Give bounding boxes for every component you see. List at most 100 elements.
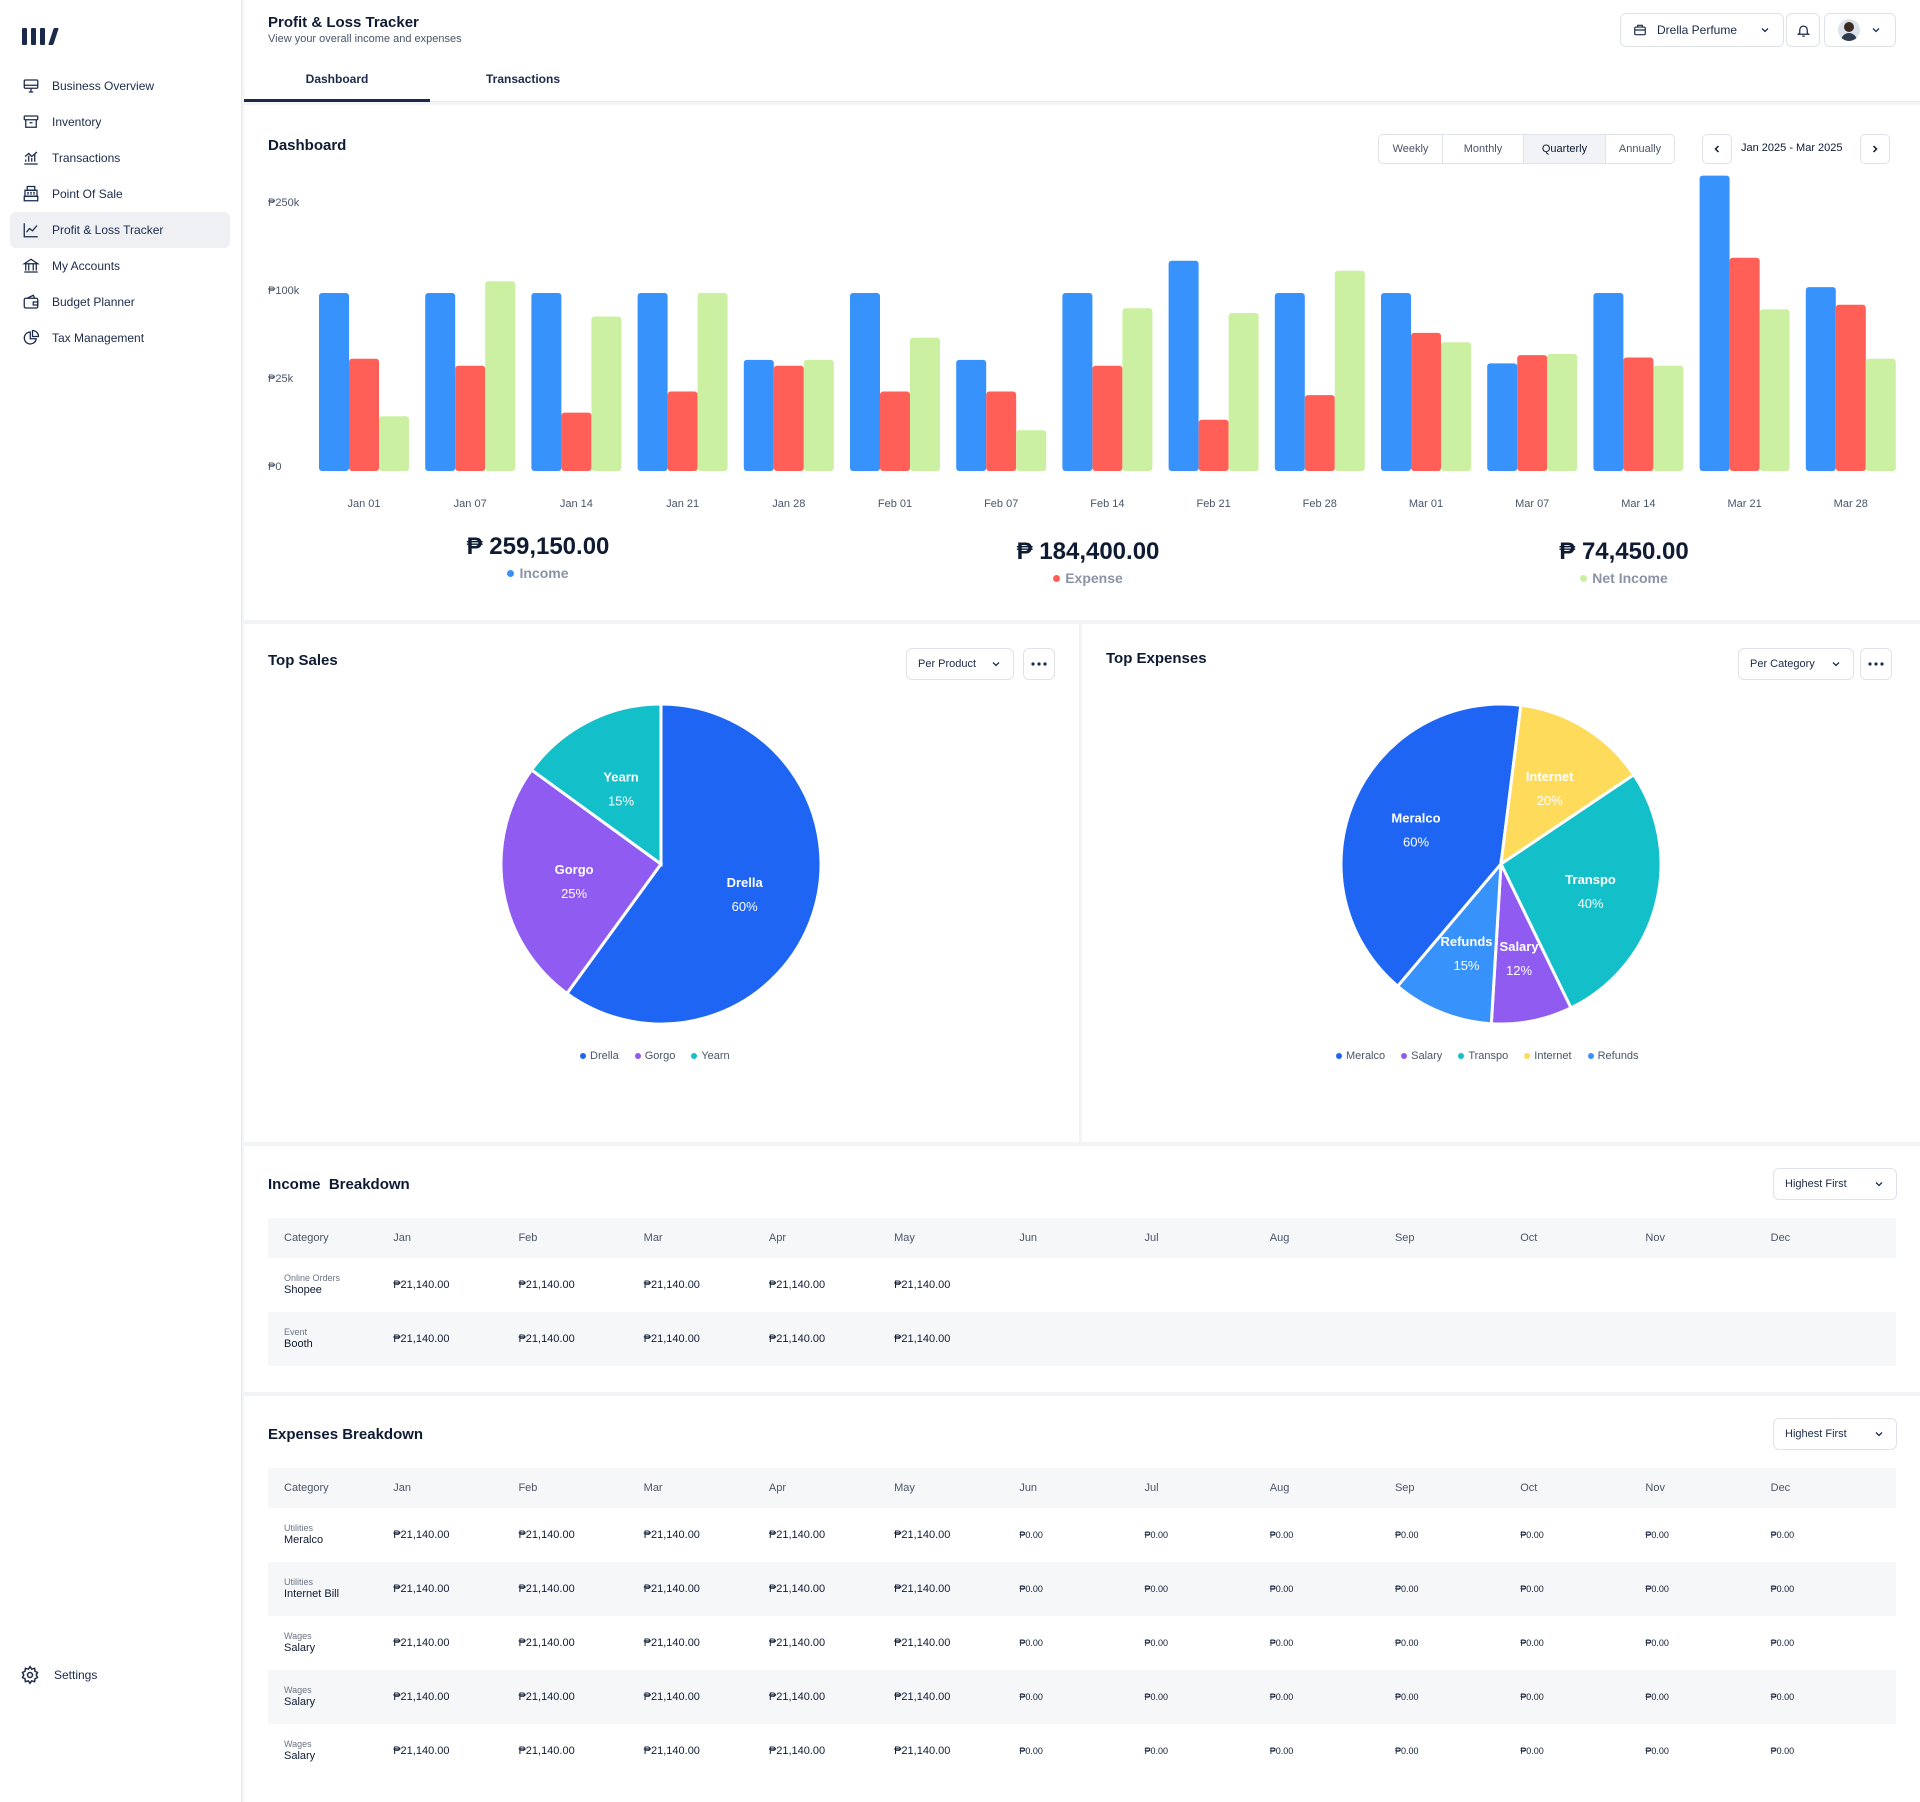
- bar-income[interactable]: [637, 293, 668, 471]
- sidebar-item-point-of-sale[interactable]: Point Of Sale: [10, 176, 230, 212]
- per-category-dropdown[interactable]: Per Category: [1738, 648, 1854, 680]
- sidebar-item-profit-loss-tracker[interactable]: Profit & Loss Tracker: [10, 212, 230, 248]
- bar-income[interactable]: [1805, 287, 1836, 471]
- column-header[interactable]: Aug: [1269, 1468, 1395, 1508]
- bar-net-income[interactable]: [1122, 308, 1153, 471]
- column-header[interactable]: Mar: [643, 1218, 769, 1258]
- bar-expense[interactable]: [1517, 355, 1548, 471]
- column-header[interactable]: Nov: [1645, 1218, 1771, 1258]
- bar-income[interactable]: [425, 293, 456, 471]
- table-row[interactable]: Utilities Internet Bill ₱21,140.00 ₱21,140.…: [268, 1562, 1896, 1616]
- bar-net-income[interactable]: [1228, 312, 1259, 471]
- column-header[interactable]: Mar: [643, 1468, 769, 1508]
- bar-expense[interactable]: [1411, 332, 1441, 471]
- column-header[interactable]: Jan: [393, 1218, 519, 1258]
- bar-income[interactable]: [1487, 363, 1518, 471]
- bar-income[interactable]: [1274, 293, 1305, 471]
- bar-income[interactable]: [1699, 175, 1730, 471]
- column-header[interactable]: Category: [268, 1468, 394, 1508]
- column-header[interactable]: Category: [268, 1218, 394, 1258]
- column-header[interactable]: Oct: [1520, 1468, 1646, 1508]
- bar-income[interactable]: [1062, 293, 1093, 471]
- table-row[interactable]: Utilities Meralco ₱21,140.00 ₱21,140.00 ₱21,…: [268, 1508, 1896, 1562]
- column-header[interactable]: Aug: [1269, 1218, 1395, 1258]
- table-row[interactable]: Wages Salary ₱21,140.00 ₱21,140.00 ₱21,140.0…: [268, 1616, 1896, 1670]
- range-next-button[interactable]: [1860, 134, 1890, 164]
- column-header[interactable]: Feb: [518, 1218, 644, 1258]
- column-header[interactable]: Jun: [1019, 1468, 1145, 1508]
- pie-slice-meralco[interactable]: [1339, 702, 1523, 989]
- bar-income[interactable]: [1381, 293, 1411, 471]
- bar-net-income[interactable]: [910, 337, 940, 471]
- table-row[interactable]: Online Orders Shopee ₱21,140.00 ₱21,140.00 ₱…: [268, 1258, 1896, 1312]
- sidebar-item-inventory[interactable]: Inventory: [10, 104, 230, 140]
- top-sales-more-button[interactable]: [1023, 648, 1055, 680]
- column-header[interactable]: Apr: [768, 1218, 895, 1258]
- column-header[interactable]: Nov: [1645, 1468, 1771, 1508]
- pie-slice-drella[interactable]: [564, 702, 823, 1026]
- bar-expense[interactable]: [349, 358, 379, 471]
- bar-expense[interactable]: [1623, 357, 1654, 471]
- bar-net-income[interactable]: [1865, 358, 1896, 471]
- pie-slice-internet[interactable]: [1499, 703, 1636, 868]
- column-header[interactable]: May: [894, 1468, 1020, 1508]
- bar-income[interactable]: [850, 293, 880, 471]
- bar-expense[interactable]: [455, 365, 486, 471]
- user-menu-button[interactable]: [1824, 13, 1896, 47]
- bar-expense[interactable]: [773, 365, 804, 471]
- column-header[interactable]: Feb: [518, 1468, 644, 1508]
- column-header[interactable]: Jun: [1019, 1218, 1145, 1258]
- bar-expense[interactable]: [1092, 365, 1123, 471]
- tab-transactions[interactable]: Transactions: [485, 72, 561, 86]
- bar-income[interactable]: [1593, 293, 1624, 471]
- income-sort-dropdown[interactable]: Highest First: [1773, 1168, 1897, 1200]
- bar-expense[interactable]: [880, 391, 910, 471]
- sidebar-item-transactions[interactable]: Transactions: [10, 140, 230, 176]
- table-row[interactable]: Wages Salary ₱21,140.00 ₱21,140.00 ₱21,140.0…: [268, 1670, 1896, 1724]
- bar-net-income[interactable]: [485, 281, 516, 471]
- tab-dashboard[interactable]: Dashboard: [244, 66, 430, 102]
- bar-expense[interactable]: [986, 391, 1017, 471]
- sidebar-item-my-accounts[interactable]: My Accounts: [10, 248, 230, 284]
- bar-income[interactable]: [956, 359, 987, 471]
- column-header[interactable]: Apr: [768, 1468, 895, 1508]
- period-quarterly[interactable]: Quarterly: [1524, 135, 1606, 163]
- bar-income[interactable]: [743, 359, 774, 471]
- period-monthly[interactable]: Monthly: [1443, 135, 1524, 163]
- bar-net-income[interactable]: [379, 416, 409, 471]
- bar-net-income[interactable]: [1759, 309, 1790, 471]
- table-row[interactable]: Event Booth ₱21,140.00 ₱21,140.00 ₱21,140.00…: [268, 1312, 1896, 1366]
- bar-income[interactable]: [531, 293, 562, 471]
- bar-expense[interactable]: [1304, 395, 1335, 471]
- bar-net-income[interactable]: [1334, 270, 1365, 471]
- bar-net-income[interactable]: [1441, 342, 1471, 471]
- range-prev-button[interactable]: [1702, 134, 1732, 164]
- sidebar-item-tax-management[interactable]: Tax Management: [10, 320, 230, 356]
- top-expenses-more-button[interactable]: [1860, 648, 1892, 680]
- pie-slice-yearn[interactable]: [529, 702, 663, 867]
- bar-net-income[interactable]: [1016, 430, 1047, 471]
- bar-net-income[interactable]: [591, 316, 622, 471]
- column-header[interactable]: May: [894, 1218, 1020, 1258]
- bar-income[interactable]: [319, 293, 349, 471]
- pie-slice-gorgo[interactable]: [499, 767, 664, 996]
- bar-income[interactable]: [1168, 260, 1199, 471]
- bar-expense[interactable]: [1198, 419, 1229, 471]
- column-header[interactable]: Dec: [1770, 1468, 1896, 1508]
- bar-net-income[interactable]: [1547, 354, 1578, 471]
- sidebar-item-settings[interactable]: Settings: [20, 1665, 97, 1685]
- bar-net-income[interactable]: [1653, 365, 1684, 471]
- bar-net-income[interactable]: [697, 293, 728, 471]
- bar-net-income[interactable]: [803, 359, 834, 471]
- column-header[interactable]: Sep: [1394, 1218, 1521, 1258]
- notifications-button[interactable]: [1786, 13, 1820, 47]
- column-header[interactable]: Sep: [1394, 1468, 1521, 1508]
- bar-expense[interactable]: [561, 412, 592, 471]
- sidebar-item-budget-planner[interactable]: Budget Planner: [10, 284, 230, 320]
- per-product-dropdown[interactable]: Per Product: [906, 648, 1014, 680]
- column-header[interactable]: Jul: [1144, 1218, 1270, 1258]
- app-logo[interactable]: [22, 28, 59, 45]
- bar-expense[interactable]: [1729, 257, 1760, 471]
- sidebar-item-business-overview[interactable]: Business Overview: [10, 68, 230, 104]
- pie-slice-transpo[interactable]: [1499, 772, 1663, 1010]
